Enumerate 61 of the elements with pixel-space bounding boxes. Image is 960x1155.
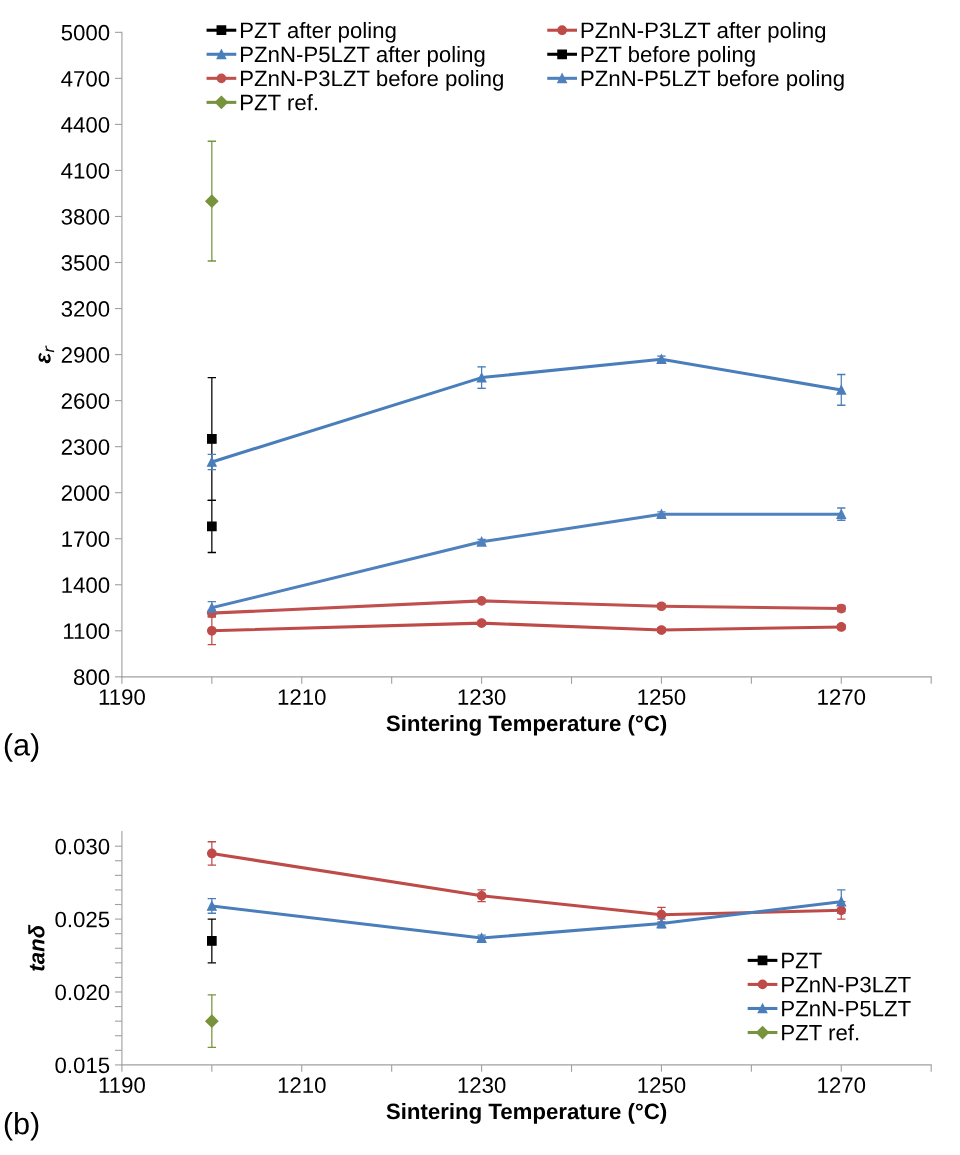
y-tick-label: 3200 xyxy=(61,301,110,317)
point xyxy=(476,596,487,606)
text: 0.015 xyxy=(55,1057,110,1074)
x-tick-label: 1210 xyxy=(278,689,326,705)
point xyxy=(206,521,217,532)
y-axis-title: tanδ xyxy=(28,924,45,971)
y-tick-label: 0.025 xyxy=(55,911,110,928)
y-tick-label: 1400 xyxy=(62,577,110,594)
text: (a) xyxy=(4,733,39,762)
legend-label: PZnN-P3LZT after poling xyxy=(581,21,826,43)
legend-label: PZnN-P5LZT xyxy=(782,1000,911,1017)
point xyxy=(836,896,847,907)
legend-label: PZnN-P3LZT before poling xyxy=(241,69,503,91)
x-tick-label: 1190 xyxy=(99,689,145,705)
point xyxy=(205,194,219,208)
y-tick-label: 2300 xyxy=(61,439,110,455)
y-tick-label: 1700 xyxy=(62,531,110,547)
point xyxy=(836,385,847,395)
x-tick-label: 1250 xyxy=(638,1077,686,1094)
point xyxy=(206,457,217,467)
y-tick-label: 2600 xyxy=(61,393,110,409)
y-tick-label: 0.030 xyxy=(55,838,110,855)
y-tick-label: 3500 xyxy=(61,255,110,271)
text: (b) xyxy=(4,1112,39,1141)
point xyxy=(206,848,217,859)
point xyxy=(206,625,217,636)
y-tick-label: 3800 xyxy=(61,209,110,225)
y-tick-label: 0.020 xyxy=(55,984,110,1001)
point xyxy=(206,602,217,613)
y-axis-title: ε$_{r}$ xyxy=(38,345,55,364)
y-tick-label: 2900 xyxy=(61,347,110,363)
y-tick-label: 4700 xyxy=(61,70,110,87)
point xyxy=(206,936,217,946)
x-tick-label: 1210 xyxy=(278,1077,326,1094)
x-tick-label: 1270 xyxy=(818,1077,866,1094)
legend-label: PZnN-P3LZT xyxy=(782,976,911,993)
legend-label: PZT ref. xyxy=(241,94,318,111)
legend-label: PZnN-P5LZT after poling xyxy=(241,45,485,67)
y-tick-label: 800 xyxy=(74,669,110,686)
point xyxy=(205,1014,219,1028)
x-axis-title: Sintering Temperature (°C) xyxy=(386,714,667,736)
x-axis-title: Sintering Temperature (°C) xyxy=(386,1102,667,1124)
y-tick-label: 5000 xyxy=(61,24,110,41)
point xyxy=(206,901,217,911)
x-tick-label: 1190 xyxy=(99,1077,145,1094)
y-tick-label: 1100 xyxy=(64,623,110,640)
x-tick-label: 1270 xyxy=(818,689,866,705)
legend-label: PZnN-P5LZT before poling xyxy=(581,69,844,91)
point xyxy=(836,905,847,916)
x-tick-label: 1230 xyxy=(458,1077,506,1094)
legend-label: PZT xyxy=(782,952,822,969)
legend-label: PZT ref. xyxy=(782,1024,859,1041)
point xyxy=(476,372,487,383)
point xyxy=(206,434,217,444)
x-tick-label: 1250 xyxy=(638,689,686,705)
legend-label: PZT before poling xyxy=(581,45,755,67)
y-tick-label: 4400 xyxy=(61,116,110,133)
legend-label: PZT after poling xyxy=(241,21,396,43)
x-tick-label: 1230 xyxy=(458,689,506,705)
y-tick-label: 2000 xyxy=(61,485,110,501)
y-tick-label: 4100 xyxy=(61,162,110,179)
